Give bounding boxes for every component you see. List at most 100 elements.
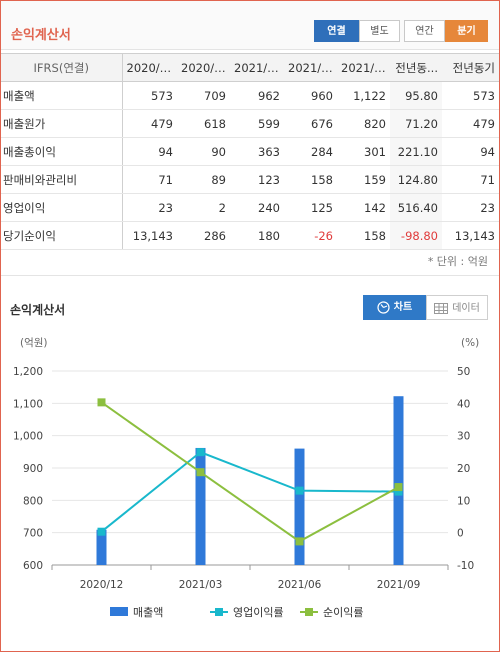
table-row: 영업이익 23 2 240 125 142 516.40 23 bbox=[1, 193, 499, 222]
right-axis-unit: (%) bbox=[461, 337, 479, 349]
right-tick-label: 30 bbox=[457, 431, 470, 443]
table-cell: 820 bbox=[337, 109, 390, 138]
table-cell: 123 bbox=[230, 165, 284, 194]
table-cell: 573 bbox=[442, 81, 499, 110]
row-label: 영업이익 bbox=[1, 193, 123, 222]
legend-label: 매출액 bbox=[133, 606, 163, 619]
row-label: 매출총이익 bbox=[1, 137, 123, 166]
legend-swatch bbox=[215, 608, 223, 616]
table-cell: 90 bbox=[177, 137, 230, 166]
table-row: 판매비와관리비 71 89 123 158 159 124.80 71 bbox=[1, 165, 499, 194]
line-point bbox=[295, 486, 304, 495]
page-title: 손익계산서 bbox=[11, 28, 71, 43]
left-axis-unit: (억원) bbox=[20, 337, 48, 349]
table-cell: 125 bbox=[284, 193, 337, 222]
series-line bbox=[100, 451, 399, 533]
table-cell: 23 bbox=[122, 193, 177, 222]
bar-mark bbox=[195, 447, 206, 565]
table-cell: 71 bbox=[122, 165, 177, 194]
table-cell: 709 bbox=[177, 81, 230, 110]
legend-label: 영업이익률 bbox=[233, 606, 284, 619]
line-point bbox=[97, 398, 106, 407]
table-cell: 13,143 bbox=[442, 221, 499, 250]
header-bar: 손익계산서 연결 별도 연간 분기 bbox=[1, 1, 499, 50]
line-point bbox=[394, 483, 403, 492]
section-divider bbox=[1, 275, 499, 276]
table-cell: 301 bbox=[337, 137, 390, 166]
chart-section-title: 손익계산서 bbox=[10, 303, 66, 317]
left-tick-label: 1,100 bbox=[13, 398, 43, 410]
chart-view-label: 차트 bbox=[393, 302, 413, 313]
data-view-button[interactable]: 데이터 bbox=[426, 295, 488, 320]
left-tick-label: 800 bbox=[23, 495, 43, 507]
table-cell: 284 bbox=[284, 137, 337, 166]
bar-mark bbox=[294, 448, 305, 565]
row-label: 당기순이익 bbox=[1, 221, 123, 250]
table-cell: 94 bbox=[122, 137, 177, 166]
table-cell: 573 bbox=[122, 81, 177, 110]
table-cell: 479 bbox=[122, 109, 177, 138]
consolidated-button[interactable]: 연결 bbox=[314, 20, 359, 42]
line-point bbox=[196, 448, 205, 457]
column-header: 2021/09 bbox=[337, 53, 390, 82]
right-tick-label: 20 bbox=[457, 463, 470, 475]
table-cell: 158 bbox=[337, 221, 390, 250]
left-tick-label: 700 bbox=[23, 528, 43, 540]
table-row: 매출원가 479 618 599 676 820 71.20 479 bbox=[1, 109, 499, 138]
table-icon bbox=[434, 302, 449, 314]
bar-mark bbox=[96, 529, 107, 565]
table-row: 매출액 573 709 962 960 1,122 95.80 573 bbox=[1, 81, 499, 110]
table-cell: 363 bbox=[230, 137, 284, 166]
line-point bbox=[196, 468, 205, 477]
right-tick-label: -10 bbox=[457, 560, 474, 572]
left-tick-label: 1,200 bbox=[13, 366, 43, 378]
table-cell: 142 bbox=[337, 193, 390, 222]
table-cell: 159 bbox=[337, 165, 390, 194]
column-header: 전년동... bbox=[390, 53, 442, 82]
right-tick-label: 10 bbox=[457, 495, 470, 507]
right-tick-label: 50 bbox=[457, 366, 470, 378]
annual-button[interactable]: 연간 bbox=[404, 20, 445, 42]
legend-swatch bbox=[305, 608, 313, 616]
right-tick-label: 40 bbox=[457, 398, 470, 410]
table-cell: 94 bbox=[442, 137, 499, 166]
table-cell: 89 bbox=[177, 165, 230, 194]
table-row: 당기순이익 13,143 286 180 -26 158 -98.80 13,1… bbox=[1, 221, 499, 250]
table-header-row: IFRS(연결) 2020/09 2020/12 2021/03 2021/06… bbox=[1, 53, 499, 82]
line-point bbox=[97, 527, 106, 536]
table-cell: 13,143 bbox=[122, 221, 177, 250]
table-header-label: IFRS(연결) bbox=[1, 53, 123, 82]
table-row: 매출총이익 94 90 363 284 301 221.10 94 bbox=[1, 137, 499, 166]
income-chart: (억원) (%) 600 -10 700 0 800 10 900 20 1,000 30 1,10… bbox=[13, 337, 479, 619]
chart-view-button[interactable]: 차트 bbox=[363, 295, 426, 320]
line-point bbox=[394, 487, 403, 496]
table-cell: 479 bbox=[442, 109, 499, 138]
row-label: 매출액 bbox=[1, 81, 123, 110]
separate-button[interactable]: 별도 bbox=[359, 20, 400, 42]
table-cell: -26 bbox=[284, 221, 337, 250]
left-tick-label: 600 bbox=[23, 560, 43, 572]
x-tick-label: 2021/09 bbox=[377, 579, 421, 591]
series-line bbox=[100, 401, 399, 543]
table-cell: 618 bbox=[177, 109, 230, 138]
table-cell: 599 bbox=[230, 109, 284, 138]
table-cell: 286 bbox=[177, 221, 230, 250]
right-tick-label: 0 bbox=[457, 528, 464, 540]
table-cell: 2 bbox=[177, 193, 230, 222]
data-view-label: 데이터 bbox=[452, 303, 480, 314]
x-tick-label: 2021/03 bbox=[179, 579, 223, 591]
table-cell: 23 bbox=[442, 193, 499, 222]
column-header: 2021/06 bbox=[284, 53, 337, 82]
legend-label: 순이익률 bbox=[323, 606, 363, 619]
left-tick-label: 1,000 bbox=[13, 431, 43, 443]
legend-swatch bbox=[110, 607, 128, 616]
row-label: 판매비와관리비 bbox=[1, 165, 123, 194]
table-cell: -98.80 bbox=[390, 221, 442, 250]
column-header: 2020/09 bbox=[122, 53, 177, 82]
table-cell: 180 bbox=[230, 221, 284, 250]
x-tick-label: 2020/12 bbox=[80, 579, 124, 591]
quarterly-button[interactable]: 분기 bbox=[445, 20, 488, 42]
table-cell: 240 bbox=[230, 193, 284, 222]
table-cell: 158 bbox=[284, 165, 337, 194]
table-cell: 516.40 bbox=[390, 193, 442, 222]
